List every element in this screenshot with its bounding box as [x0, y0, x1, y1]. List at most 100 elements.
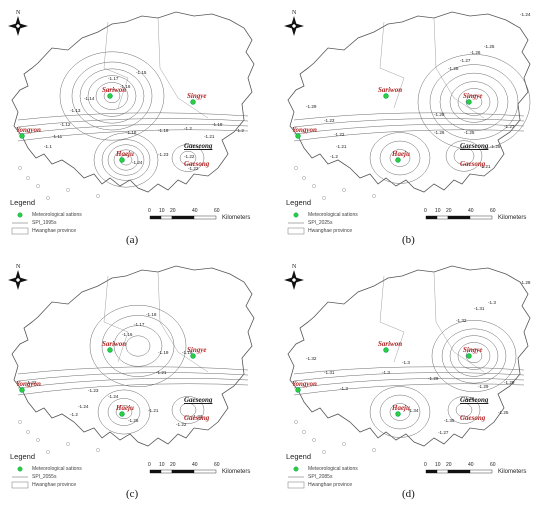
contour-label: -1.31	[474, 306, 485, 311]
contour-label: -1.29	[306, 104, 317, 109]
contour-line	[103, 88, 121, 104]
contour-label: -1.26	[464, 396, 475, 401]
scale-bar	[425, 215, 493, 220]
province-outline	[11, 11, 255, 193]
city-label: Gaeseong	[184, 396, 213, 404]
contour-label: -1.23	[324, 118, 335, 123]
legend-series: SPI_2055s	[32, 474, 57, 480]
contour-label: -1.26	[434, 130, 445, 135]
contour-label: -1.16	[120, 84, 131, 89]
contour-label: -1.2	[330, 154, 338, 159]
north-arrow-icon	[8, 270, 28, 290]
contour-line	[179, 150, 197, 166]
contour-label: -1.21	[204, 134, 215, 139]
legend-title: Legend	[286, 198, 312, 207]
scale-tick-label: 60	[214, 462, 220, 468]
contour-label: -1.25	[484, 44, 495, 49]
contour-label: -1.28	[448, 66, 459, 71]
contour-line	[453, 147, 475, 165]
contour-label: -1.29	[504, 380, 515, 385]
station-marker-icon	[466, 99, 472, 105]
map-svg: N -1.18-1.17-1.16 -1.19 -1.21 -1.22 -1.23 -1.2…	[8, 264, 255, 489]
scale-tick-label: 0	[148, 208, 151, 214]
island	[36, 184, 40, 188]
contour-line	[449, 81, 499, 123]
island	[302, 430, 306, 434]
city-label: Singye	[187, 346, 207, 354]
contour-label: -1.29	[428, 376, 439, 381]
contour-label: -1.32	[306, 356, 317, 361]
scale-tick-label: 10	[435, 462, 441, 468]
city-label: Gaeseong	[460, 142, 489, 150]
contour-line	[125, 335, 151, 357]
panel-label: (c)	[126, 488, 139, 500]
county-boundary	[103, 21, 129, 109]
map-svg: N -1.24-1.25-1.26-1.27-1.28-1.29-1.23-1.2…	[284, 10, 531, 235]
contour-label: -1.15	[136, 70, 147, 75]
contour-line	[293, 383, 525, 396]
scale-unit-label: Kilometers	[222, 215, 251, 221]
contour-label: -1.3	[340, 386, 348, 391]
contour-label: -1.29	[478, 384, 489, 389]
contour-line	[171, 396, 205, 424]
island	[96, 194, 100, 198]
province-swatch	[287, 481, 305, 489]
contour-line	[293, 118, 525, 128]
scale-unit-label: Kilometers	[498, 469, 527, 475]
contour-line	[293, 112, 525, 121]
city-label: Sariwon	[102, 86, 127, 94]
island	[322, 450, 326, 454]
contour-label: -1.19	[158, 128, 169, 133]
island	[18, 420, 22, 424]
map-panel-b: N -1.24 -1.25 -1.26 -1.27 -1.28 -1.29 -1.23 -1.2…	[278, 2, 548, 252]
contour-label: -1.25	[490, 144, 501, 149]
city-label: Singye	[463, 92, 483, 100]
island	[342, 188, 346, 192]
map-svg: N-1.17-1.16-1.15-1.14-1.13-1.12-1.11-1.1…	[8, 10, 255, 235]
province-outline	[11, 265, 255, 447]
island	[18, 166, 22, 170]
contour-label: -1.21	[336, 144, 347, 149]
contour-label: -1.13	[70, 108, 81, 113]
city-label: Gaesong	[184, 160, 210, 168]
contour-line	[59, 51, 165, 141]
city-label: Haeju	[392, 404, 410, 412]
north-arrow-icon	[284, 16, 304, 36]
contour-line	[293, 123, 525, 135]
contour-label: -1.27	[438, 430, 449, 435]
scale-tick-label: 10	[435, 208, 441, 214]
province-swatch	[11, 481, 29, 489]
contour-line	[389, 403, 411, 421]
scale-tick-label: 60	[490, 208, 496, 214]
city-label: Yongyon	[292, 126, 317, 134]
contour-line	[107, 398, 141, 426]
contour-label: -1.2	[184, 126, 192, 131]
scale-bar	[149, 215, 217, 220]
contour-line	[445, 140, 483, 172]
contour-label: -1.28	[434, 112, 445, 117]
contour-line	[465, 348, 483, 364]
station-marker-icon	[17, 466, 23, 472]
island	[312, 184, 316, 188]
county-boundary	[433, 17, 485, 119]
scale-tick-label: 60	[214, 208, 220, 214]
contour-label: -1.3	[488, 300, 496, 305]
contour-label: -1.23	[158, 152, 169, 157]
scale-tick-label: 10	[159, 208, 165, 214]
contour-line	[379, 394, 421, 430]
scale-tick-label: 0	[148, 462, 151, 468]
contour-label: -1.25	[498, 410, 509, 415]
city-label: Singye	[187, 92, 207, 100]
county-boundary	[157, 271, 209, 373]
city-label: Gaeseong	[460, 396, 489, 404]
contour-line	[369, 132, 431, 184]
contour-line	[369, 386, 431, 438]
county-boundary	[103, 275, 129, 363]
scale-unit-label: Kilometers	[498, 215, 527, 221]
station-marker-icon	[119, 411, 125, 417]
island	[96, 448, 100, 452]
contour-line	[17, 372, 249, 382]
contour-label: -1.23	[88, 388, 99, 393]
island	[26, 430, 30, 434]
contour-line	[113, 325, 163, 367]
